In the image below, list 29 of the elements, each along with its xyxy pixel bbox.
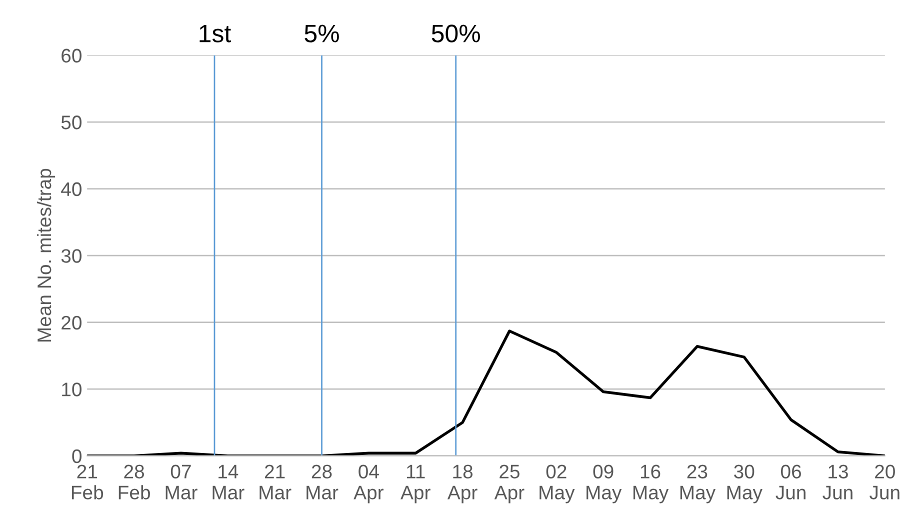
x-tick-label: 02 May <box>540 464 575 504</box>
ref-line-label: 5% <box>304 24 339 42</box>
ref-line-label: 50% <box>432 24 480 42</box>
y-tick-label: 50 <box>61 116 82 130</box>
x-tick-label: 28 Feb <box>118 464 150 500</box>
y-tick-label: 20 <box>62 316 82 330</box>
x-tick-label: 09 May <box>586 464 622 504</box>
x-tick-label: 25 Apr <box>494 464 524 504</box>
x-tick-label: 23 May <box>680 464 716 504</box>
x-tick-label: 06 Jun <box>776 464 806 500</box>
x-tick-label: 21 Mar <box>260 464 292 500</box>
x-tick-label: 21 Feb <box>72 464 104 500</box>
x-tick-label: 16 May <box>633 464 669 504</box>
y-axis-title: Mean No. mites/trap <box>36 168 56 342</box>
x-tick-label: 04 Apr <box>354 464 384 504</box>
y-tick-label: 60 <box>62 48 82 63</box>
x-tick-label: 13 Jun <box>822 464 852 500</box>
x-tick-label: 07 Mar <box>166 464 198 500</box>
x-tick-label: 30 May <box>727 464 762 504</box>
y-tick-label: 30 <box>61 249 82 263</box>
x-tick-label: 18 Apr <box>447 464 478 504</box>
x-tick-label: 28 Mar <box>306 464 338 500</box>
y-tick-label: 10 <box>62 382 82 396</box>
y-tick-label: 0 <box>72 449 82 464</box>
x-tick-label: 11 Apr <box>400 464 430 504</box>
ref-line-label: 1st <box>200 24 231 42</box>
x-tick-label: 20 Jun <box>870 464 900 500</box>
y-tick-label: 40 <box>61 182 82 196</box>
x-tick-label: 14 Mar <box>212 464 244 500</box>
